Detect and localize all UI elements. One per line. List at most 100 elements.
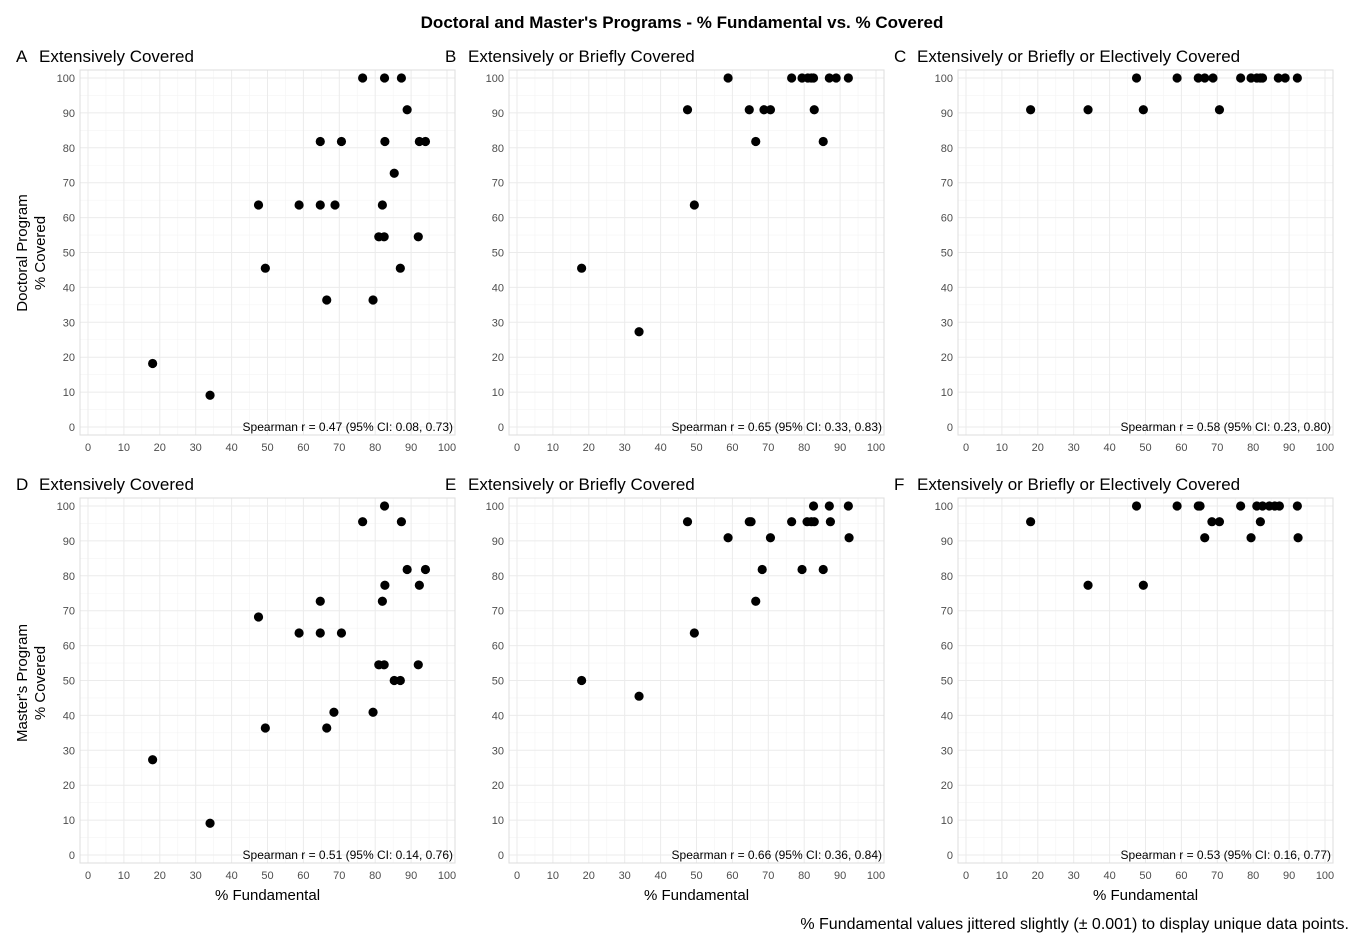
x-tick-label: 60 [297,442,309,454]
y-tick-label: 100 [486,73,504,85]
data-point [413,232,423,242]
panel-c-title: Extensively or Briefly or Electively Cov… [917,47,1240,66]
data-point [577,675,587,686]
x-tick-label: 60 [726,442,738,454]
x-tick-label: 30 [190,870,202,882]
data-point [1214,105,1225,115]
x-tick-label: 40 [1103,442,1115,454]
y-tick-label: 30 [63,745,75,757]
data-point [765,105,776,115]
panel-a-title: Extensively Covered [39,47,194,66]
y-tick-label: 40 [941,282,953,294]
figure-title: Doctoral and Master's Programs - % Funda… [421,13,944,32]
x-tick-label: 80 [1247,870,1259,882]
panel-d-title: Extensively Covered [39,475,194,494]
data-point [1172,73,1182,83]
y-tick-label: 30 [492,317,504,329]
panel-d-label: D [16,475,28,494]
panel-c: C Extensively or Briefly or Electively Co… [894,47,1334,454]
data-point [402,564,412,575]
y-tick-label: 40 [492,710,504,722]
y-tick-label: 40 [492,282,504,294]
data-point [294,628,304,638]
x-tick-label: 90 [405,442,417,454]
panel-e-major-grid [509,498,884,863]
data-point [322,295,332,305]
data-point [148,358,158,369]
data-point [1026,105,1036,115]
spearman-annotation: Spearman r = 0.51 (95% CI: 0.14, 0.76) [243,848,453,862]
panel-b: B Extensively or Briefly Covered 0 10 20 30 40… [445,47,885,454]
data-point [757,564,767,575]
spearman-annotation: Spearman r = 0.53 (95% CI: 0.16, 0.77) [1121,848,1331,862]
x-tick-label: 100 [867,870,885,882]
data-point [682,517,693,527]
x-tick-label: 60 [1175,442,1187,454]
data-point [379,501,390,511]
x-tick-label: 70 [1211,442,1223,454]
panel-c-label: C [894,47,906,66]
row-label-doctoral: Doctoral Program % Covered [14,194,49,312]
data-point [577,263,587,273]
x-tick-label: 0 [963,870,969,882]
y-tick-label: 100 [935,73,953,85]
data-point [1138,105,1148,115]
data-point [808,501,819,511]
data-point [787,517,797,527]
data-point [797,564,807,575]
x-axis-label: % Fundamental [1093,887,1198,904]
y-tick-label: 20 [63,780,75,792]
panel-c-major-grid [958,70,1333,435]
y-tick-label: 50 [492,248,504,260]
y-tick-label: 70 [492,606,504,618]
y-tick-label: 50 [941,676,953,688]
x-tick-label: 20 [583,442,595,454]
data-point [825,517,836,527]
y-tick-label: 0 [69,850,75,862]
x-axis-label: % Fundamental [215,887,320,904]
panel-c-border [957,69,1334,436]
panel-d-points [148,501,431,828]
y-tick-label: 90 [941,536,953,548]
row-label-masters-line1: Master's Program [14,624,31,742]
spearman-annotation: Spearman r = 0.47 (95% CI: 0.08, 0.73) [243,420,453,434]
panel-f-border [957,497,1334,864]
data-point [1131,73,1142,83]
data-point [379,73,390,83]
data-point [315,628,325,638]
x-tick-label: 70 [762,442,774,454]
y-tick-label: 10 [63,815,75,827]
x-tick-label: 100 [438,442,456,454]
row-label-masters-line2: % Covered [32,646,49,720]
x-tick-label: 40 [654,442,666,454]
y-tick-label: 60 [492,641,504,653]
y-tick-label: 80 [941,143,953,155]
x-tick-label: 10 [547,442,559,454]
data-point [379,660,389,670]
data-point [759,105,769,115]
data-point [253,612,264,622]
data-point [808,73,819,83]
data-point [751,136,761,147]
data-point [1280,73,1290,83]
data-point [843,501,853,511]
y-tick-label: 10 [941,387,953,399]
data-point [315,596,325,606]
y-tick-label: 90 [63,536,75,548]
x-tick-label: 70 [1211,870,1223,882]
x-tick-label: 50 [1139,442,1151,454]
x-tick-label: 70 [762,870,774,882]
y-tick-label: 10 [941,815,953,827]
data-point [809,105,819,115]
row-label-masters: Master's Program % Covered [14,624,49,742]
panel-f-label: F [894,475,904,494]
y-tick-label: 90 [492,536,504,548]
data-point [396,517,407,527]
data-point [723,73,733,83]
y-tick-label: 90 [492,108,504,120]
y-tick-label: 70 [492,178,504,190]
panel-e-points [577,501,854,701]
data-point [380,136,390,147]
x-tick-label: 100 [438,870,456,882]
data-point [253,200,264,210]
